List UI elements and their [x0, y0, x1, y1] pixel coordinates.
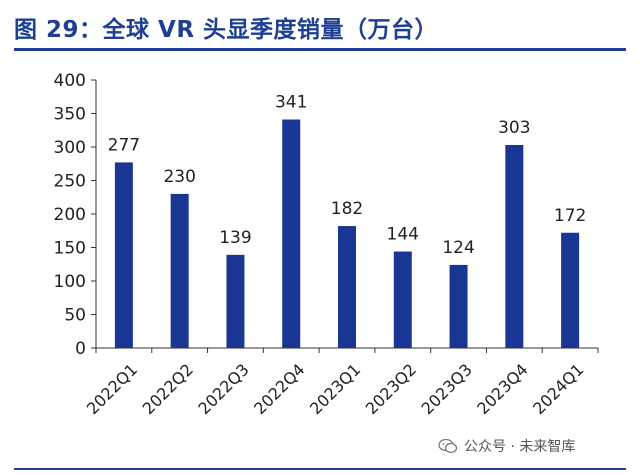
- x-axis: 2022Q12022Q22022Q32022Q42023Q12023Q22023…: [83, 347, 599, 418]
- bar: [282, 119, 301, 348]
- x-tick-label: 2022Q2: [139, 360, 197, 418]
- data-label: 341: [275, 93, 307, 113]
- x-tick-label: 2022Q4: [250, 360, 308, 418]
- y-tick-label: 100: [54, 272, 86, 292]
- data-label: 182: [331, 199, 363, 219]
- y-axis: 0 50 100 150 200 250 300 350 400: [54, 71, 97, 359]
- bars: [114, 119, 580, 348]
- x-tick-label: 2023Q4: [473, 360, 531, 418]
- bar: [393, 251, 412, 348]
- x-tick-label: 2023Q2: [362, 360, 420, 418]
- x-tick-label: 2022Q1: [83, 360, 141, 418]
- data-labels: 277 230 139 341 182 144 124 303 172: [108, 93, 587, 258]
- y-tick-label: 400: [54, 71, 86, 91]
- data-label: 230: [163, 167, 195, 187]
- y-tick-label: 150: [54, 239, 86, 259]
- x-tick-label: 2023Q1: [306, 360, 364, 418]
- bar: [114, 162, 133, 348]
- data-label: 172: [554, 206, 586, 226]
- y-tick-label: 200: [54, 205, 86, 225]
- bar: [226, 254, 245, 348]
- bar: [561, 232, 580, 348]
- bottom-divider: [14, 468, 626, 470]
- bar: [505, 144, 524, 348]
- y-tick-label: 50: [64, 306, 86, 326]
- data-label: 144: [387, 225, 419, 245]
- data-label: 303: [498, 118, 530, 138]
- watermark-text: 公众号 · 未来智库: [464, 439, 576, 455]
- wechat-icon: [438, 438, 458, 454]
- y-tick-label: 350: [54, 105, 86, 125]
- watermark: 公众号 · 未来智库: [438, 436, 575, 456]
- y-tick-label: 250: [54, 172, 86, 192]
- y-tick-label: 300: [54, 138, 86, 158]
- chart-title: 图 29：全球 VR 头显季度销量（万台）: [14, 17, 439, 43]
- x-tick-label: 2022Q3: [194, 360, 252, 418]
- data-label: 139: [219, 228, 251, 248]
- x-tick-label: 2023Q3: [418, 360, 476, 418]
- y-tick-label: 0: [75, 339, 86, 359]
- data-label: 277: [108, 135, 140, 155]
- title-divider: [14, 48, 626, 51]
- x-tick-label: 2024Q1: [529, 360, 587, 418]
- bar: [170, 193, 189, 348]
- bar: [449, 264, 468, 348]
- bar: [338, 226, 356, 348]
- data-label: 124: [442, 238, 474, 258]
